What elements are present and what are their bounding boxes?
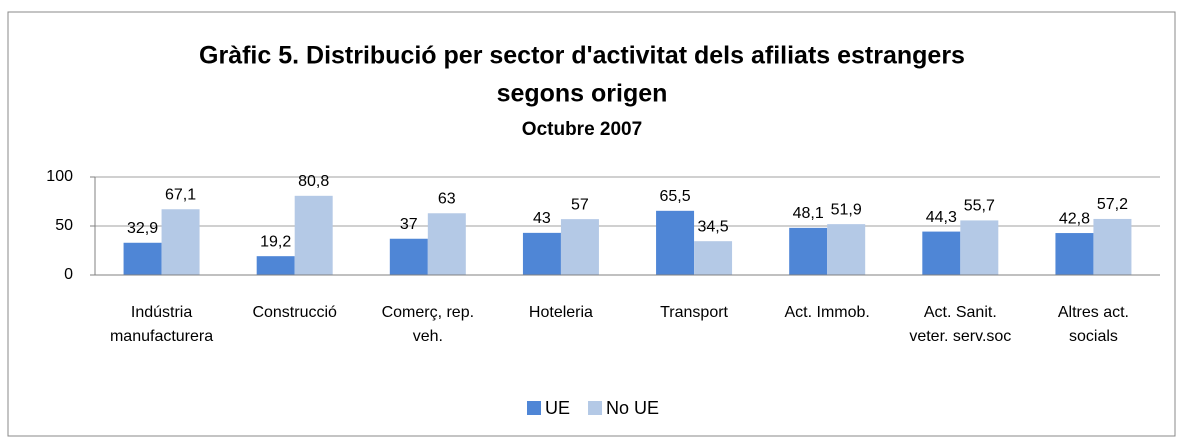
bar [656,210,695,275]
x-tick-label: Transport [660,304,728,321]
bar [161,209,200,275]
bar [256,256,295,275]
value-label: 48,1 [793,205,824,222]
chart-title: segons origen [497,80,668,108]
value-label: 57,2 [1097,196,1128,213]
value-label: 32,9 [127,220,158,237]
bar [560,219,599,275]
value-label: 57 [571,196,589,213]
bar [123,242,162,275]
bar [960,220,999,275]
value-label: 80,8 [298,173,329,190]
bar [389,238,428,275]
x-tick-label: veh. [413,328,443,345]
bar [922,231,961,275]
value-label: 55,7 [964,198,995,215]
value-label: 51,9 [831,201,862,218]
chart-title: Gràfic 5. Distribució per sector d'activ… [199,42,965,70]
value-label: 67,1 [165,186,196,203]
value-label: 65,5 [659,188,690,205]
x-tick-label: Construcció [252,304,337,321]
y-tick-label: 100 [46,168,73,185]
x-tick-label: Hoteleria [529,304,593,321]
legend-label: UE [545,398,570,418]
bar [1093,218,1132,275]
value-label: 63 [438,190,456,207]
bar [1055,233,1094,275]
x-tick-label: Indústria [131,304,192,321]
y-tick-label: 0 [64,266,73,283]
y-tick-label: 50 [55,217,73,234]
x-tick-label: manufacturera [110,328,213,345]
x-tick-label: Act. Immob. [785,304,870,321]
x-tick-label: Altres act. [1058,304,1129,321]
bar [789,227,828,275]
value-label: 37 [400,216,418,233]
value-label: 19,2 [260,233,291,250]
bar [827,224,866,275]
legend-swatch [588,401,603,415]
chart-subtitle: Octubre 2007 [522,119,642,140]
value-label: 44,3 [926,209,957,226]
bar [294,195,333,275]
value-label: 42,8 [1059,210,1090,227]
legend-swatch [527,401,541,415]
legend-label: No UE [606,398,659,418]
bar [522,232,561,275]
x-tick-label: Comerç, rep. [382,304,474,321]
value-label: 43 [533,210,551,227]
bar [427,213,466,275]
x-tick-label: socials [1069,328,1118,345]
value-label: 34,5 [697,218,728,235]
x-tick-label: Act. Sanit. [924,304,997,321]
bar [694,241,733,275]
x-tick-label: veter. serv.soc [909,328,1011,345]
